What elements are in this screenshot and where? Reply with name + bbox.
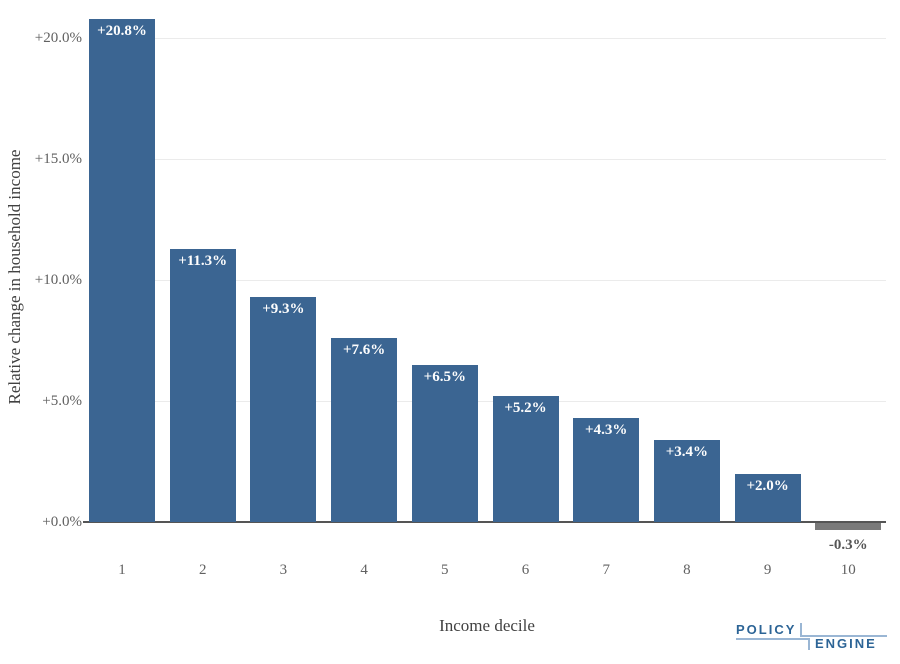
y-tick-label: +10.0% <box>34 272 82 288</box>
x-axis-title: Income decile <box>439 616 535 635</box>
x-tick-label: 9 <box>763 562 772 578</box>
y-tick-label: +15.0% <box>34 151 82 167</box>
zero-axis-line <box>89 521 886 523</box>
bar-decile-1[interactable] <box>89 18 155 522</box>
bar-value-label: +9.3% <box>262 300 305 317</box>
bar-value-label: -0.3% <box>828 537 868 554</box>
bar-decile-2[interactable] <box>169 248 236 522</box>
bar-decile-4[interactable] <box>331 338 398 522</box>
x-tick-label: 5 <box>441 562 449 578</box>
y-axis-title: Relative change in household income <box>5 149 24 405</box>
x-tick-label: 8 <box>683 562 691 578</box>
x-tick-label: 2 <box>198 562 207 578</box>
zero-tick-mark <box>83 521 89 523</box>
x-tick-label: 10 <box>840 562 856 578</box>
bar-value-label: +2.0% <box>746 477 789 494</box>
logo-connector-line-top <box>800 623 887 637</box>
x-tick-label: 6 <box>521 562 530 578</box>
bar-decile-5[interactable] <box>411 364 478 522</box>
x-tick-label: 7 <box>602 562 610 578</box>
bar-decile-9[interactable] <box>734 473 801 522</box>
logo-engine-text: ENGINE <box>815 636 877 651</box>
policyengine-logo: POLICY ENGINE <box>736 623 887 651</box>
gridline <box>89 400 886 402</box>
bar-value-label: +3.4% <box>665 443 709 460</box>
bar-value-label: +20.8% <box>97 22 147 39</box>
bar-decile-7[interactable] <box>573 417 640 522</box>
bar-value-label: +11.3% <box>178 252 228 269</box>
bar-decile-6[interactable] <box>492 396 559 522</box>
gridline <box>89 158 886 160</box>
logo-connector-line-bottom <box>736 638 810 650</box>
bar-value-label: +4.3% <box>585 421 628 438</box>
bar-value-label: +7.6% <box>342 342 386 359</box>
y-tick-label: +0.0% <box>42 514 82 530</box>
x-tick-label: 3 <box>279 562 288 578</box>
y-tick-label: +5.0% <box>42 393 82 409</box>
bar-value-label: +5.2% <box>504 400 547 417</box>
gridline <box>89 279 886 281</box>
gridline <box>89 37 886 39</box>
bar-decile-8[interactable] <box>653 439 720 522</box>
bar-decile-10[interactable] <box>815 523 882 531</box>
x-tick-label: 1 <box>118 562 126 578</box>
bar-value-label: +6.5% <box>423 368 466 385</box>
x-tick-label: 4 <box>360 562 368 578</box>
y-tick-label: +20.0% <box>34 30 82 46</box>
bar-decile-3[interactable] <box>250 296 317 522</box>
logo-policy-text: POLICY <box>736 622 797 637</box>
